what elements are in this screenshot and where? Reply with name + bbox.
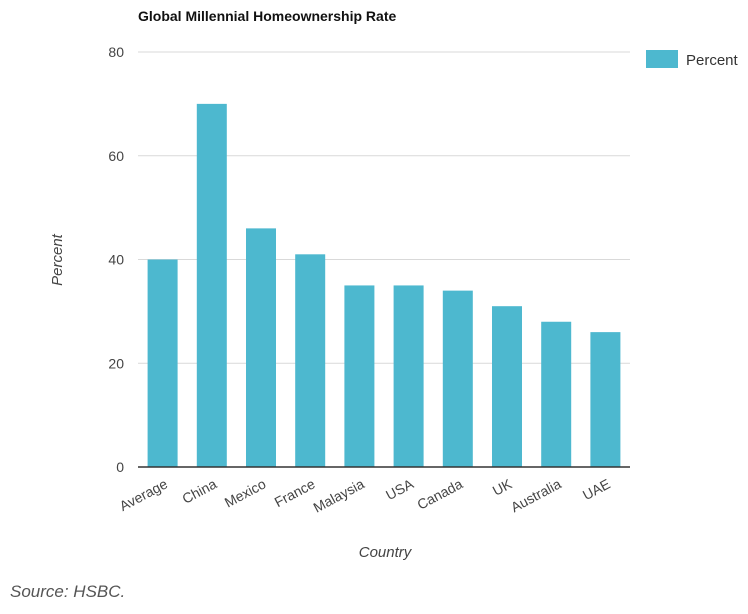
bar bbox=[442, 290, 473, 467]
legend-swatch bbox=[646, 50, 678, 68]
y-tick-label: 20 bbox=[108, 355, 124, 371]
bar-chart: Global Millennial Homeownership Rate 0 20… bbox=[49, 8, 739, 561]
bars bbox=[147, 103, 621, 467]
legend: Percent bbox=[646, 50, 739, 69]
bar bbox=[196, 103, 227, 467]
bar bbox=[590, 332, 621, 467]
x-tick-label: Australia bbox=[508, 475, 564, 515]
y-tick-label: 40 bbox=[108, 252, 124, 268]
y-tick-label: 60 bbox=[108, 148, 124, 164]
y-tick-label: 0 bbox=[116, 459, 124, 475]
x-tick-label: Mexico bbox=[222, 475, 269, 510]
bar bbox=[492, 306, 522, 467]
source-note: Source: HSBC. bbox=[10, 582, 126, 601]
y-axis-title: Percent bbox=[49, 233, 66, 286]
x-tick-label: UK bbox=[490, 475, 515, 499]
x-tick-label: Canada bbox=[414, 475, 465, 512]
x-tick-label: Average bbox=[117, 475, 171, 514]
x-tick-label: USA bbox=[383, 475, 417, 503]
bar bbox=[541, 321, 572, 467]
legend-label: Percent bbox=[686, 52, 739, 69]
bar bbox=[246, 228, 276, 467]
bar bbox=[295, 254, 326, 467]
x-tick-label: China bbox=[179, 475, 219, 506]
y-tick-label: 80 bbox=[108, 44, 124, 60]
bar bbox=[344, 285, 375, 467]
chart-title: Global Millennial Homeownership Rate bbox=[138, 8, 396, 24]
x-tick-label: Malaysia bbox=[311, 475, 367, 515]
x-tick-label: UAE bbox=[580, 476, 613, 504]
x-axis-title: Country bbox=[359, 544, 413, 561]
bar bbox=[147, 259, 178, 467]
bar bbox=[393, 285, 424, 467]
x-tick-label: France bbox=[272, 475, 318, 510]
y-axis-ticks: 0 20 40 60 80 bbox=[108, 44, 124, 475]
